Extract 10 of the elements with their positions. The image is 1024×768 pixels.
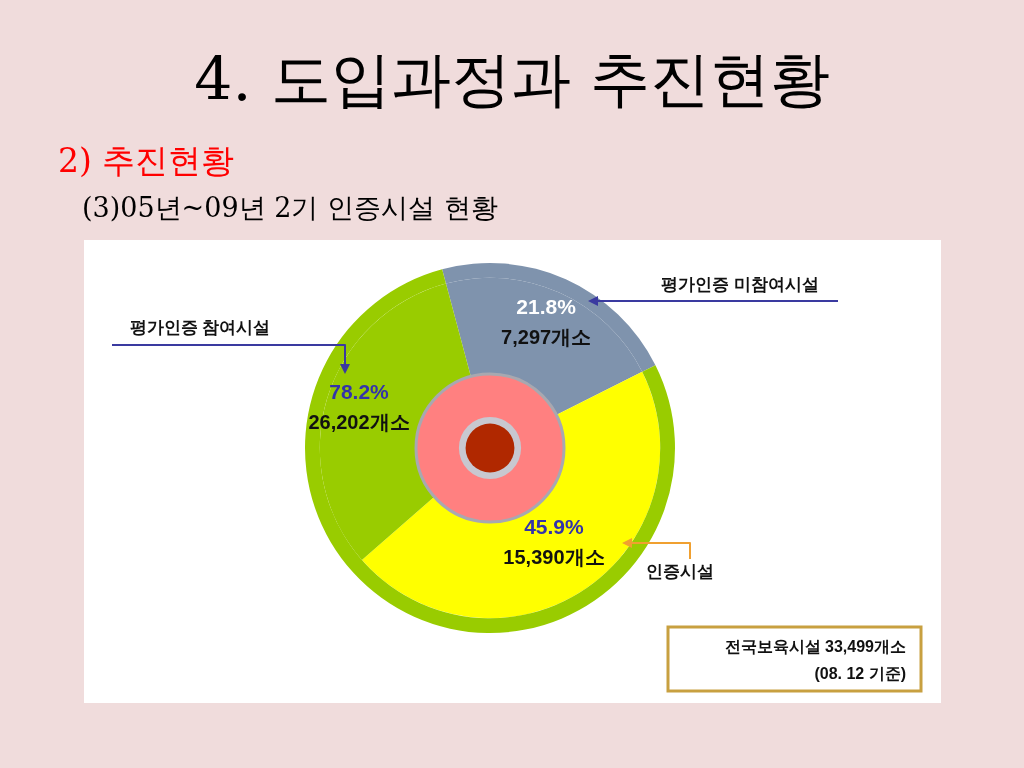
data-label: 21.8% 7,297개소	[501, 295, 592, 349]
slice-label: 평가인증 참여시설	[129, 318, 271, 337]
chart-subtitle: 2) 추진현황	[58, 141, 235, 180]
data-label: 45.9% 15,390개소	[503, 515, 605, 569]
chart-title: 4. 도입과정과 추진현황	[194, 44, 830, 114]
text: (3)05년~09년 2기 인증시설 현황	[82, 192, 498, 223]
data-label: 78.2% 26,202개소	[308, 380, 410, 434]
slice-label: 평가인증 미참여시설	[661, 275, 819, 294]
slice-label: 인증시설	[646, 562, 714, 581]
text: 전국보육시설 33,499개소 (08. 12 기준)	[724, 638, 906, 682]
